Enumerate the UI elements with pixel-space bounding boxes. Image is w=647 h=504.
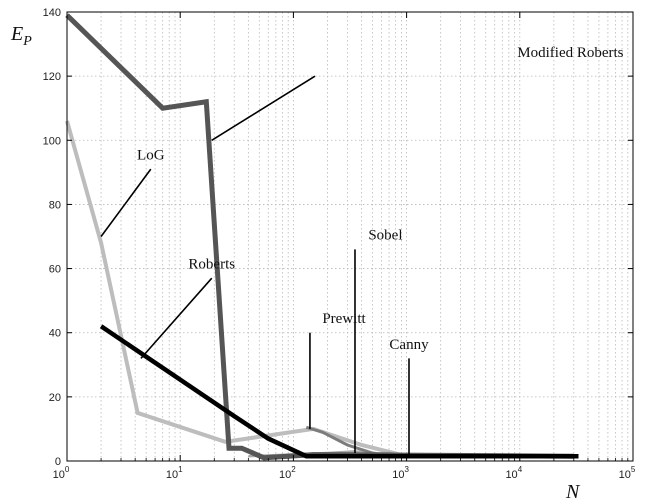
series-line-roberts bbox=[99, 324, 579, 459]
annotation-label-prewitt: Prewitt bbox=[322, 311, 366, 327]
series-layer bbox=[65, 13, 579, 461]
x-tick-label: 100 bbox=[53, 465, 70, 481]
x-tick-exponent: 0 bbox=[65, 465, 70, 474]
annotation-label-log: LoG bbox=[137, 148, 165, 164]
x-tick-base: 10 bbox=[619, 469, 631, 481]
plot-frame bbox=[66, 11, 634, 462]
y-axis-title: EP bbox=[10, 23, 32, 49]
annotation-label-roberts: Roberts bbox=[188, 257, 235, 273]
y-axis-title-sub: P bbox=[22, 34, 32, 49]
grid-layer bbox=[67, 12, 633, 461]
x-tick-base: 10 bbox=[53, 469, 65, 481]
x-tick-exponent: 5 bbox=[631, 465, 636, 474]
annotation-label-sobel: Sobel bbox=[368, 228, 402, 244]
y-tick-label: 80 bbox=[49, 199, 61, 211]
y-tick-label: 0 bbox=[55, 456, 61, 468]
x-tick-label: 105 bbox=[619, 465, 636, 481]
x-tick-exponent: 4 bbox=[518, 465, 523, 474]
x-tick-label: 101 bbox=[166, 465, 183, 481]
y-tick-label: 140 bbox=[43, 7, 61, 19]
y-tick-label: 60 bbox=[49, 264, 61, 276]
axis-title-layer: EP N bbox=[10, 23, 581, 503]
annotation-leader-modified-roberts bbox=[211, 75, 316, 141]
annotation-leader-roberts bbox=[140, 277, 213, 359]
x-tick-base: 10 bbox=[166, 469, 178, 481]
x-tick-base: 10 bbox=[505, 469, 517, 481]
y-tick-label: 120 bbox=[43, 71, 61, 83]
x-tick-label: 104 bbox=[505, 465, 522, 481]
y-tick-label: 100 bbox=[43, 135, 61, 147]
frame-layer bbox=[66, 11, 634, 462]
x-axis-title: N bbox=[565, 481, 581, 503]
x-tick-label: 102 bbox=[279, 465, 296, 481]
annotation-layer: Modified Roberts LoG Roberts Sobel Prewitt Ca… bbox=[100, 45, 624, 455]
y-axis-title-main: E bbox=[10, 23, 23, 45]
x-tick-label: 103 bbox=[392, 465, 409, 481]
annotation-label-canny: Canny bbox=[389, 337, 429, 353]
x-tick-exponent: 2 bbox=[291, 465, 296, 474]
x-tick-base: 10 bbox=[279, 469, 291, 481]
annotation-leader-log bbox=[100, 168, 152, 237]
y-tick-label: 40 bbox=[49, 328, 61, 340]
y-tick-label: 20 bbox=[49, 392, 61, 404]
x-tick-base: 10 bbox=[392, 469, 404, 481]
x-tick-exponent: 1 bbox=[178, 465, 183, 474]
annotation-label-modified-roberts: Modified Roberts bbox=[517, 45, 623, 61]
x-tick-exponent: 3 bbox=[404, 465, 409, 474]
